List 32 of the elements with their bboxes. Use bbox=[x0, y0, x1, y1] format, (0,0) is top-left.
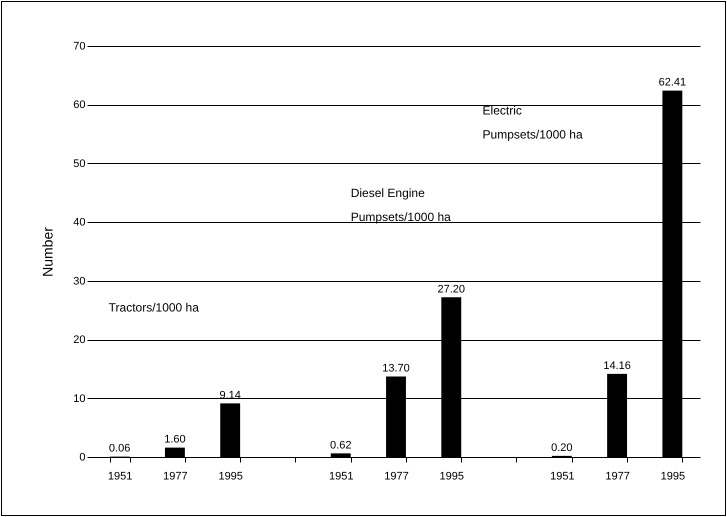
annotation: Diesel Engine Pumpsets/1000 ha bbox=[350, 186, 452, 224]
data-label: 0.62 bbox=[330, 439, 352, 452]
data-label: 14.16 bbox=[603, 360, 631, 372]
y-tick-label: 70 bbox=[73, 40, 86, 52]
x-tick-label: 1977 bbox=[163, 470, 188, 482]
data-label: 1.60 bbox=[164, 434, 186, 446]
data-label: 0.06 bbox=[108, 442, 130, 455]
annotation: Tractors/1000 ha bbox=[108, 300, 200, 314]
data-label: 62.41 bbox=[658, 76, 686, 89]
x-tick-label: 1951 bbox=[550, 470, 575, 482]
bar bbox=[164, 448, 185, 457]
x-tick-label: 1995 bbox=[218, 470, 243, 482]
x-tick-label: 1995 bbox=[660, 470, 686, 482]
x-tick-label: 1995 bbox=[440, 470, 464, 482]
x-tick-label: 1951 bbox=[328, 470, 354, 482]
bar bbox=[330, 453, 351, 457]
y-tick-label: 0 bbox=[79, 452, 86, 464]
y-tick-label: 30 bbox=[73, 275, 86, 288]
y-tick-label: 20 bbox=[73, 334, 86, 346]
data-label: 13.70 bbox=[382, 362, 410, 375]
y-tick-label: 60 bbox=[73, 99, 86, 112]
annotation: Electric Pumpsets/1000 ha bbox=[482, 104, 583, 142]
x-tick-label: 1951 bbox=[108, 470, 132, 482]
y-tick-label: 50 bbox=[73, 158, 86, 170]
y-tick-label: 40 bbox=[73, 216, 86, 229]
bar bbox=[220, 403, 240, 457]
y-axis-title: Number bbox=[39, 226, 56, 277]
y-tick-label: 10 bbox=[73, 392, 86, 405]
data-label: 0.20 bbox=[551, 442, 573, 454]
data-label: 27.20 bbox=[438, 283, 466, 296]
x-tick-label: 1977 bbox=[605, 470, 630, 482]
x-tick-label: 1977 bbox=[384, 470, 409, 482]
